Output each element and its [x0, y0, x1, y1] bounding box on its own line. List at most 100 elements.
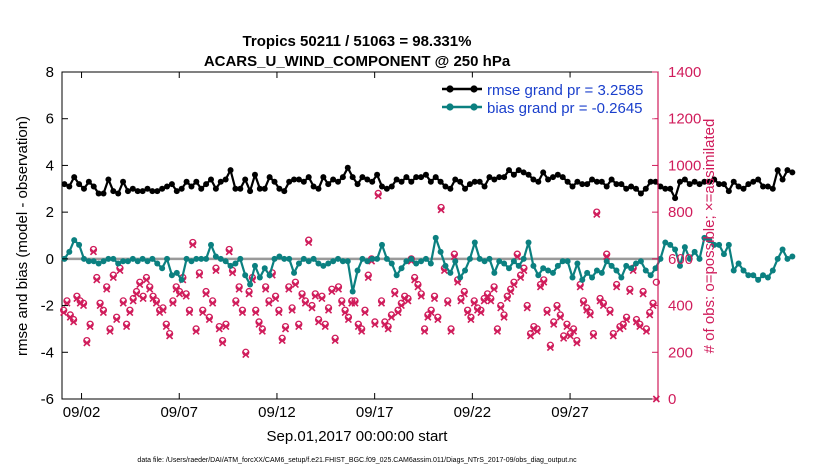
rmse-point: [261, 185, 268, 192]
bias-point: [237, 255, 244, 262]
rmse-point: [545, 176, 552, 183]
bias-point: [579, 276, 586, 283]
obs-assimilated-point: [278, 337, 286, 345]
bias-point: [745, 272, 752, 279]
bias-point: [598, 269, 605, 276]
obs-assimilated-point: [639, 290, 647, 298]
obs-assimilated-point: [540, 278, 548, 286]
rmse-point: [789, 169, 796, 176]
bias-point: [344, 258, 351, 265]
y-left-tick-label: 4: [46, 157, 54, 174]
rmse-point: [750, 178, 757, 185]
rmse-point: [383, 185, 390, 192]
bias-point: [432, 234, 439, 241]
rmse-point: [691, 178, 698, 185]
obs-assimilated-point: [536, 283, 545, 291]
rmse-point: [442, 183, 449, 190]
rmse-point: [725, 188, 732, 195]
bias-point: [535, 272, 542, 279]
bias-point: [633, 260, 640, 267]
rmse-point: [168, 181, 175, 188]
obs-assimilated-point: [470, 299, 478, 307]
rmse-point: [676, 178, 683, 185]
bias-point: [603, 258, 610, 265]
obs-assimilated-point: [262, 285, 270, 293]
bias-point: [657, 255, 664, 262]
rmse-point: [520, 169, 527, 176]
bias-point: [740, 267, 747, 274]
bias-point: [701, 234, 708, 241]
chart-title-line2: ACARS_U_WIND_COMPONENT @ 250 hPa: [204, 53, 511, 70]
obs-assimilated-point: [487, 297, 495, 305]
bias-point: [320, 262, 327, 269]
rmse-point: [628, 183, 635, 190]
bias-point: [589, 274, 596, 281]
obs-assimilated-point: [437, 206, 445, 214]
obs-assimilated-point: [483, 292, 492, 300]
rmse-point: [247, 188, 254, 195]
rmse-point: [447, 185, 454, 192]
rmse-point: [422, 171, 429, 178]
bias-point: [667, 241, 674, 248]
obs-assimilated-point: [517, 273, 525, 282]
bias-point: [403, 258, 410, 265]
bias-point: [466, 255, 473, 262]
bias-point: [706, 237, 713, 244]
legend: rmse grand pr = 3.2585 bias grand pr = -…: [437, 77, 655, 119]
rmse-point: [755, 176, 762, 183]
y-right-tick-label: 0: [668, 391, 676, 408]
obs-assimilated-point: [275, 309, 283, 317]
obs-assimilated-point: [404, 297, 412, 305]
obs-assimilated-point: [301, 299, 309, 307]
bias-point: [261, 265, 268, 272]
rmse-point: [427, 178, 434, 185]
obs-assimilated-point: [252, 309, 260, 317]
obs-assimilated-point: [182, 292, 190, 300]
rmse-point: [408, 178, 415, 185]
obs-assimilated-point: [331, 337, 339, 345]
rmse-point: [466, 181, 473, 188]
obs-assimilated-point: [238, 309, 247, 317]
rmse-point: [359, 174, 366, 181]
obs-assimilated-point: [622, 316, 631, 324]
chart-title-line1: Tropics 50211 / 51063 = 98.331%: [243, 33, 472, 50]
obs-assimilated-point: [513, 252, 521, 261]
obs-assimilated-point: [89, 248, 98, 256]
rmse-point: [173, 188, 180, 195]
rmse-point: [784, 167, 791, 174]
bias-point: [354, 267, 361, 274]
bias-point: [168, 272, 175, 279]
rmse-point: [305, 174, 312, 181]
rmse-point: [76, 181, 83, 188]
rmse-point: [452, 176, 459, 183]
rmse-point: [501, 174, 508, 181]
obs-assimilated-point: [596, 297, 604, 305]
obs-assimilated-point: [358, 327, 366, 335]
bias-point: [608, 262, 615, 269]
rmse-point: [540, 169, 547, 176]
obs-assimilated-point: [315, 318, 323, 326]
rmse-point: [608, 176, 615, 183]
rmse-point: [164, 183, 171, 190]
bias-point: [462, 267, 469, 274]
obs-assimilated-point: [583, 306, 591, 314]
y-axis-left: -6 -4 -2 0 2 4 6 8: [41, 64, 68, 408]
bias-point: [330, 258, 337, 265]
bias-point: [564, 258, 571, 265]
bias-point: [711, 241, 718, 248]
bias-point: [227, 262, 234, 269]
bias-point: [716, 241, 723, 248]
bias-point: [164, 255, 171, 262]
bias-point: [784, 255, 791, 262]
obs-assimilated-point: [599, 302, 607, 310]
obs-assimilated-point: [281, 325, 290, 333]
obs-assimilated-point: [381, 320, 389, 328]
obs-assimilated-point: [344, 316, 352, 324]
rmse-series: [61, 164, 796, 202]
obs-assimilated-point: [225, 248, 233, 256]
obs-assimilated-point: [189, 241, 197, 249]
rmse-point: [437, 178, 444, 185]
rmse-point: [364, 176, 371, 183]
rmse-point: [735, 183, 742, 190]
